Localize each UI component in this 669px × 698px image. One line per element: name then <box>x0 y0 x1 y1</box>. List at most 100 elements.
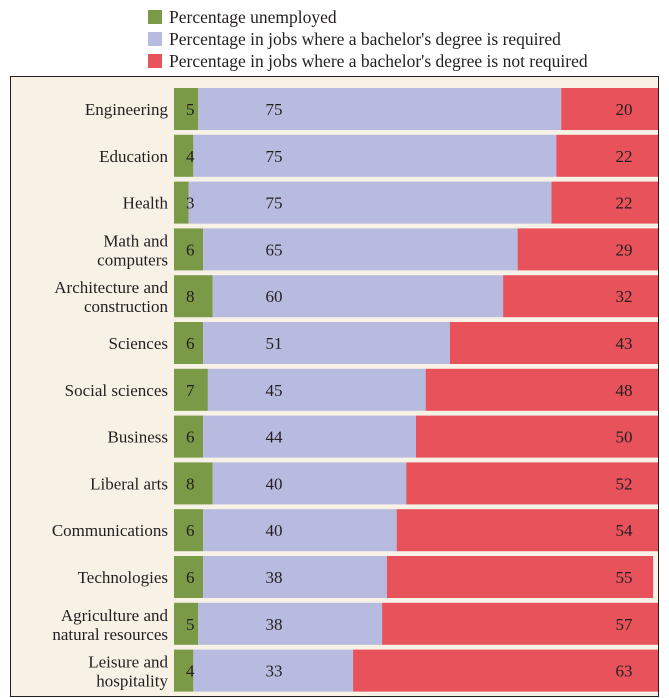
data-label: 43 <box>616 334 633 353</box>
bar-segment <box>174 275 213 318</box>
bar-segment <box>174 228 204 271</box>
data-label: 4 <box>186 662 195 681</box>
data-label: 48 <box>616 381 633 400</box>
legend-label: Percentage unemployed <box>169 6 337 27</box>
data-label: 6 <box>186 428 195 447</box>
data-label: 33 <box>266 662 283 681</box>
chart-legend: Percentage unemployed Percentage in jobs … <box>148 6 588 72</box>
data-label: 5 <box>186 100 195 119</box>
category-label: Education <box>99 147 168 166</box>
data-label: 38 <box>266 615 283 634</box>
data-label: 51 <box>266 334 283 353</box>
category-label: Technologies <box>78 568 168 587</box>
data-label: 40 <box>266 474 283 493</box>
bar-segment <box>212 275 504 318</box>
category-label: Communications <box>52 521 168 540</box>
bar-segment <box>556 134 658 177</box>
bar-segment <box>449 322 658 364</box>
legend-item: Percentage in jobs where a bachelor's de… <box>148 28 588 50</box>
data-label: 6 <box>186 240 195 259</box>
category-label: Social sciences <box>65 381 168 400</box>
bar-segment <box>174 602 199 645</box>
bar-segment <box>203 322 450 364</box>
data-label: 54 <box>616 521 634 540</box>
data-label: 52 <box>616 474 633 493</box>
bar-segment <box>503 275 658 318</box>
category-label: Agriculture and natural resources <box>52 606 168 644</box>
legend-swatch <box>148 54 162 68</box>
data-label: 4 <box>186 147 195 166</box>
data-label: 8 <box>186 474 195 493</box>
legend-swatch <box>148 32 162 46</box>
chart-panel: Engineering 5 75 20 Education 4 75 22 Health 3 75 2… <box>10 76 659 697</box>
category-label: Business <box>108 428 168 447</box>
bar-segment <box>174 181 189 224</box>
bar-segment <box>174 134 194 177</box>
bar-segment <box>193 134 557 177</box>
bar-segment <box>353 649 658 692</box>
data-label: 22 <box>616 147 633 166</box>
legend-label: Percentage in jobs where a bachelor's de… <box>169 50 588 71</box>
data-label: 6 <box>186 334 195 353</box>
bar-segment <box>174 649 194 692</box>
data-label: 22 <box>616 194 633 213</box>
data-label: 50 <box>616 428 633 447</box>
data-label: 7 <box>186 381 195 400</box>
legend-swatch <box>148 10 162 24</box>
bar-segment <box>174 368 208 411</box>
data-label: 5 <box>186 615 195 634</box>
bar-segment <box>174 88 199 130</box>
bar-segment <box>188 181 552 224</box>
bar-segment <box>386 556 654 598</box>
data-label: 55 <box>616 568 633 587</box>
category-label: Leisure and hospitality <box>88 653 168 691</box>
data-label: 45 <box>266 381 283 400</box>
legend-item: Percentage unemployed <box>148 6 588 28</box>
category-label: Engineering <box>85 100 169 119</box>
bar-segment <box>193 649 354 692</box>
data-label: 6 <box>186 521 195 540</box>
data-label: 60 <box>266 287 283 306</box>
bar-segment <box>396 509 658 552</box>
bar-segment <box>174 509 204 552</box>
bar-segment <box>416 415 658 458</box>
bar-segment <box>406 462 658 505</box>
data-label: 57 <box>616 615 634 634</box>
bar-segment <box>174 462 213 505</box>
data-label: 20 <box>616 100 633 119</box>
data-label: 75 <box>266 100 283 119</box>
bar-segment <box>203 509 397 552</box>
category-label: Health <box>123 194 169 213</box>
data-label: 32 <box>616 287 633 306</box>
bar-segment <box>203 228 518 271</box>
bar-segment <box>203 415 416 458</box>
data-label: 29 <box>616 240 633 259</box>
data-label: 75 <box>266 194 283 213</box>
data-label: 75 <box>266 147 283 166</box>
data-label: 6 <box>186 568 195 587</box>
data-label: 65 <box>266 240 283 259</box>
data-label: 63 <box>616 662 633 681</box>
bar-segment <box>425 368 658 411</box>
category-label: Sciences <box>109 334 168 353</box>
data-label: 44 <box>266 428 284 447</box>
legend-label: Percentage in jobs where a bachelor's de… <box>169 28 561 49</box>
data-label: 40 <box>266 521 283 540</box>
category-label: Architecture and construction <box>54 278 168 316</box>
bar-segment <box>551 181 658 224</box>
bar-segment <box>382 602 658 645</box>
bar-segment <box>561 88 658 130</box>
bar-segment <box>174 556 204 598</box>
category-label: Math and computers <box>97 231 168 269</box>
data-label: 8 <box>186 287 195 306</box>
bar-segment <box>198 602 383 645</box>
bar-segment <box>174 322 204 364</box>
data-label: 38 <box>266 568 283 587</box>
bar-segment <box>174 415 204 458</box>
legend-item: Percentage in jobs where a bachelor's de… <box>148 50 588 72</box>
category-label: Liberal arts <box>90 474 168 493</box>
data-label: 3 <box>186 194 195 213</box>
bar-segment <box>517 228 658 271</box>
bar-segment <box>198 88 562 130</box>
